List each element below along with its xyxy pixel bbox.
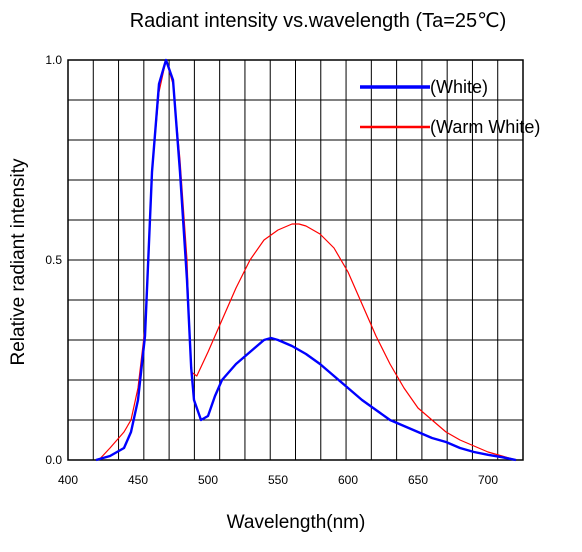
x-tick-label: 600 [338,473,358,487]
y-axis-label: Relative radiant intensity [8,158,29,365]
legend-label: (Warm White) [430,117,540,137]
chart-title: Radiant intensity vs.wavelength (Ta=25℃) [130,10,507,32]
x-tick-label: 400 [58,473,78,487]
y-tick-label: 1.0 [45,53,62,67]
x-axis-label: Wavelength(nm) [227,512,366,533]
x-tick-label: 500 [198,473,218,487]
x-tick-label: 550 [268,473,288,487]
series-lines [95,58,517,462]
y-tick-labels: 0.0 0.5 1.0 [45,53,62,467]
y-tick-label: 0.0 [45,453,62,467]
legend-label: (White) [430,77,488,97]
legend: (White) (Warm White) [360,77,540,137]
x-tick-label: 450 [128,473,148,487]
series-line-white [95,58,517,462]
x-tick-label: 700 [478,473,498,487]
y-tick-label: 0.5 [45,253,62,267]
x-tick-labels: 400 450 500 550 600 650 700 [58,473,498,487]
x-tick-label: 650 [408,473,428,487]
